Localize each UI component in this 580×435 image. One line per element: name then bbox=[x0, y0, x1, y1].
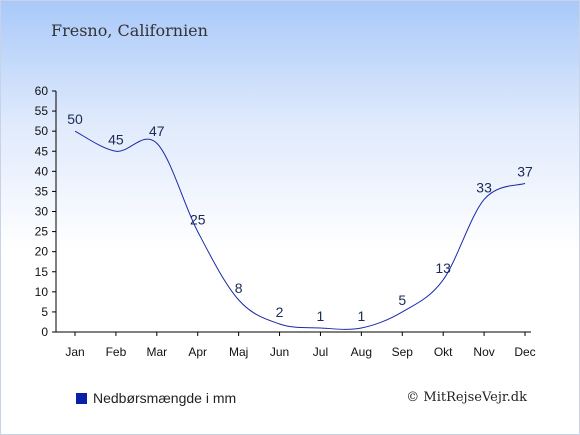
legend-swatch bbox=[76, 392, 87, 404]
x-tick-label: Aug bbox=[351, 345, 372, 359]
y-tick-label: 0 bbox=[41, 325, 48, 339]
y-tick-label: 5 bbox=[41, 305, 48, 319]
series-line bbox=[74, 130, 526, 330]
data-label: 33 bbox=[476, 179, 492, 195]
data-label: 47 bbox=[149, 123, 165, 139]
x-tick-label: Jun bbox=[270, 345, 289, 359]
x-tick-label: Jan bbox=[65, 345, 84, 359]
y-tick-label: 15 bbox=[35, 265, 49, 279]
data-label: 45 bbox=[108, 131, 124, 147]
legend-label: Nedbørsmængde i mm bbox=[93, 390, 237, 406]
y-tick-label: 10 bbox=[35, 285, 49, 299]
y-tick-label: 30 bbox=[35, 205, 49, 219]
y-tick-label: 35 bbox=[35, 184, 49, 198]
x-tick-label: Okt bbox=[434, 345, 453, 359]
x-tick-label: Mar bbox=[146, 345, 167, 359]
x-tick-label: Sep bbox=[392, 345, 414, 359]
x-tick-label: Nov bbox=[473, 345, 494, 359]
y-tick-label: 50 bbox=[35, 124, 49, 138]
legend: Nedbørsmængde i mm bbox=[76, 390, 236, 406]
y-tick-label: 45 bbox=[35, 144, 49, 158]
x-tick-label: Feb bbox=[106, 345, 127, 359]
y-tick-label: 25 bbox=[35, 225, 49, 239]
data-label: 1 bbox=[317, 308, 325, 324]
x-tick-label: Jul bbox=[313, 345, 328, 359]
y-tick-label: 55 bbox=[35, 104, 49, 118]
x-tick-label: Maj bbox=[229, 345, 248, 359]
data-label: 8 bbox=[235, 280, 243, 296]
data-label: 13 bbox=[435, 260, 451, 276]
data-label: 50 bbox=[67, 111, 83, 127]
data-label: 5 bbox=[398, 292, 406, 308]
data-label: 2 bbox=[276, 304, 284, 320]
y-tick-label: 40 bbox=[35, 164, 49, 178]
data-label: 1 bbox=[357, 308, 365, 324]
y-tick-label: 60 bbox=[35, 84, 49, 98]
y-tick-label: 20 bbox=[35, 245, 49, 259]
data-label: 37 bbox=[517, 163, 533, 179]
data-label: 25 bbox=[190, 212, 206, 228]
x-tick-label: Apr bbox=[188, 345, 207, 359]
x-tick-label: Dec bbox=[514, 345, 535, 359]
chart-title: Fresno, Californien bbox=[51, 21, 208, 40]
credit-text: © MitRejseVejr.dk bbox=[406, 390, 527, 405]
